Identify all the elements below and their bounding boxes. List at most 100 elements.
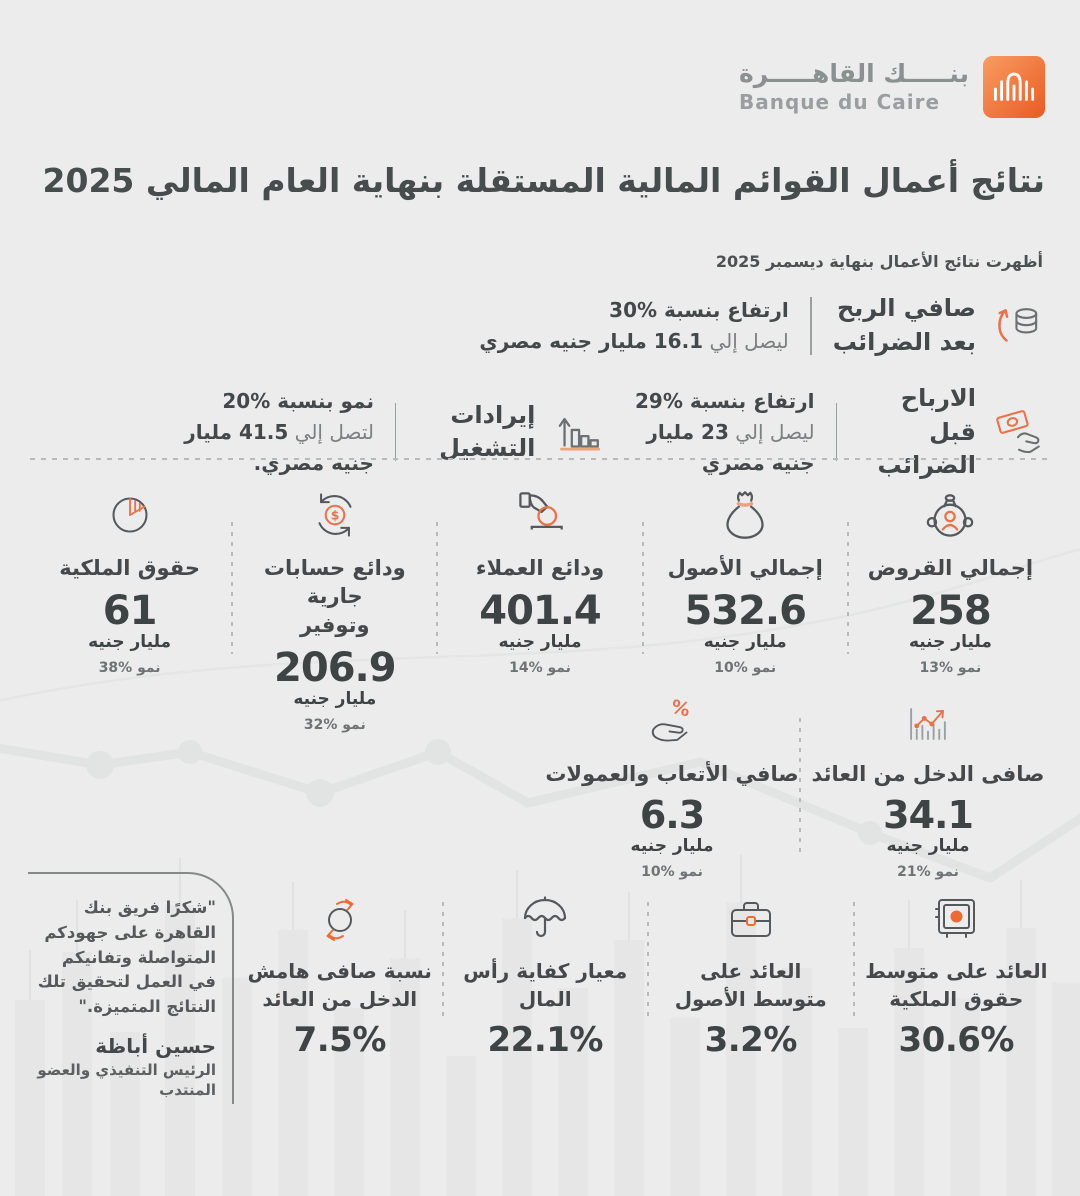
highlight-row-2: الارباح قبل الضرائب ارتفاع بنسبة %29 ليص… — [150, 382, 1045, 483]
metric-label: صافى الدخل من العائد — [811, 762, 1045, 786]
svg-text:%: % — [669, 697, 693, 722]
metric-value: 30.6% — [898, 1020, 1015, 1060]
coins-rising-icon — [991, 299, 1045, 353]
metric-unit: مليار جنيه — [886, 836, 970, 857]
metric-casa-deposits: $ ودائع حسابات جارية وتوفير 206.9 مليار … — [233, 482, 436, 733]
metric-growth: نمو %14 — [509, 660, 571, 677]
metric-unit: مليار جنيه — [293, 689, 377, 710]
highlight-row-net-profit: صافي الربح بعد الضرائب ارتفاع بنسبة %30 … — [479, 292, 1045, 359]
metric-total-assets: إجمالي الأصول 532.6 مليار جنيه نمو %10 — [644, 482, 847, 676]
metric-label: العائد على متوسط الأصول — [674, 959, 827, 1011]
metric-growth: نمو %10 — [714, 660, 777, 677]
metric-label: ودائع العملاء — [475, 556, 605, 580]
cash-hand-icon — [991, 405, 1045, 459]
operating-revenue-label: إيرادات التشغيل — [439, 400, 536, 463]
quote-text: "شكرًا فريق بنك القاهرة على جهودكم المتو… — [37, 898, 216, 1016]
dashed-divider — [436, 522, 439, 654]
brand-text: بنـــــك القاهـــــرة Banque du Caire — [739, 60, 969, 114]
metric-net-fees-commissions: % صافي الأتعاب والعمولات 6.3 مليار جنيه … — [545, 694, 799, 881]
metric-unit: مليار جنيه — [703, 632, 787, 653]
dashed-divider — [846, 522, 849, 654]
growth-bars-icon — [550, 405, 604, 459]
safe-icon — [926, 890, 986, 950]
umbrella-icon — [515, 890, 575, 950]
highlight-operating-revenue: إيرادات التشغيل نمو بنسبة %20 لتصل إلي 4… — [150, 386, 604, 479]
highlight-net-profit: صافي الربح بعد الضرائب ارتفاع بنسبة %30 … — [479, 292, 1045, 359]
net-profit-stats: ارتفاع بنسبة %30 ليصل إلي 16.1 مليار جني… — [479, 297, 789, 353]
quote-author-name: حسين أباظة — [95, 1033, 216, 1058]
highlight-pretax-profit: الارباح قبل الضرائب ارتفاع بنسبة %29 ليص… — [604, 382, 1045, 483]
pie-chart-icon — [97, 482, 163, 548]
ceo-quote-box: "شكرًا فريق بنك القاهرة على جهودكم المتو… — [28, 872, 234, 1105]
metric-label: إجمالي القروض — [867, 556, 1034, 580]
svg-text:$: $ — [330, 509, 339, 523]
dashed-divider — [647, 902, 649, 1018]
quote-author-role: الرئيس التنفيذي والعضو المنتدب — [37, 1060, 216, 1099]
metric-growth: نمو %21 — [897, 864, 959, 881]
metric-return-on-equity: العائد على متوسط حقوق الملكية 30.6% — [855, 890, 1059, 1060]
dashed-separator — [30, 458, 1050, 460]
metric-equity: حقوق الملكية 61 مليار جنيه نمو %38 — [28, 482, 231, 676]
brand-name-arabic: بنـــــك القاهـــــرة — [738, 59, 969, 89]
dashed-divider — [799, 718, 801, 856]
pretax-profit-label: الارباح قبل الضرائب — [877, 384, 976, 480]
cycle-dollar-icon: $ — [302, 482, 368, 548]
metrics-row-2: صافى الدخل من العائد 34.1 مليار جنيه نمو… — [545, 694, 1055, 881]
bank-logo — [983, 56, 1045, 118]
metric-growth: نمو %32 — [303, 717, 366, 734]
dashed-divider — [852, 902, 855, 1018]
metric-label: حقوق الملكية — [59, 556, 200, 580]
metric-label: صافي الأتعاب والعمولات — [545, 762, 799, 786]
header: بنـــــك القاهـــــرة Banque du Caire — [739, 56, 1045, 118]
metrics-row-3: العائد على متوسط حقوق الملكية 30.6% — [238, 890, 1058, 1060]
metric-growth: نمو %13 — [919, 660, 982, 677]
metric-growth: نمو %10 — [641, 864, 703, 881]
dashed-divider — [441, 902, 444, 1018]
operating-revenue-stats: نمو بنسبة %20 لتصل إلي 41.5 مليار جنيه م… — [184, 388, 374, 475]
metric-unit: مليار جنيه — [498, 632, 582, 653]
brand-name-latin: Banque du Caire — [738, 89, 941, 114]
metric-label: إجمالي الأصول — [667, 556, 823, 580]
net-profit-label: صافي الربح بعد الضرائب — [832, 294, 976, 356]
briefcase-icon — [721, 890, 781, 950]
metric-capital-adequacy: معيار كفاية رأس المال 22.1% — [444, 890, 648, 1060]
metric-unit: مليار جنيه — [88, 632, 172, 653]
loans-bag-icon — [917, 482, 983, 548]
dashed-divider — [231, 522, 234, 654]
metric-unit: مليار جنيه — [908, 632, 992, 653]
metric-net-interest-income: صافى الدخل من العائد 34.1 مليار جنيه نمو… — [801, 694, 1055, 880]
metric-net-interest-margin: نسبة صافى هامش الدخل من العائد 7.5% — [238, 890, 442, 1060]
deposit-hand-icon — [507, 482, 573, 548]
metric-unit: مليار جنيه — [630, 836, 714, 857]
return-chart-icon — [898, 694, 958, 754]
dashed-divider — [641, 522, 644, 654]
metric-value: 3.2% — [704, 1020, 798, 1060]
metric-growth: نمو %38 — [98, 660, 161, 677]
page-subtitle: أظهرت نتائج الأعمال بنهاية ديسمبر 2025 — [715, 252, 1043, 271]
divider-line — [809, 296, 812, 355]
exchange-icon — [310, 890, 370, 950]
metric-value: 401.4 — [479, 588, 602, 635]
metric-label: معيار كفاية رأس المال — [463, 959, 628, 1011]
page-title: نتائج أعمال القوائم المالية المستقلة بنه… — [42, 161, 1045, 200]
metric-value: 22.1% — [487, 1020, 604, 1060]
money-sack-icon — [712, 482, 778, 548]
percent-hand-icon: % — [642, 694, 702, 754]
metric-label: العائد على متوسط حقوق الملكية — [865, 959, 1048, 1011]
metric-return-on-assets: العائد على متوسط الأصول 3.2% — [649, 890, 853, 1060]
bank-arch-icon — [983, 56, 1045, 118]
metric-value: 61 — [102, 588, 158, 635]
metric-total-loans: إجمالي القروض 258 مليار جنيه نمو %13 — [849, 482, 1052, 676]
metric-label: ودائع حسابات جارية وتوفير — [263, 556, 406, 637]
metric-value: 532.6 — [684, 588, 807, 635]
metric-value: 206.9 — [274, 645, 397, 692]
metric-customer-deposits: ودائع العملاء 401.4 مليار جنيه نمو %14 — [438, 482, 641, 676]
metric-value: 34.1 — [883, 793, 974, 838]
pretax-profit-stats: ارتفاع بنسبة %29 ليصل إلي 23 مليار جنيه … — [634, 388, 815, 475]
metric-label: نسبة صافى هامش الدخل من العائد — [247, 959, 432, 1011]
metric-value: 6.3 — [639, 793, 705, 838]
metric-value: 258 — [910, 588, 991, 635]
divider-line — [394, 403, 397, 462]
divider-line — [835, 403, 837, 462]
